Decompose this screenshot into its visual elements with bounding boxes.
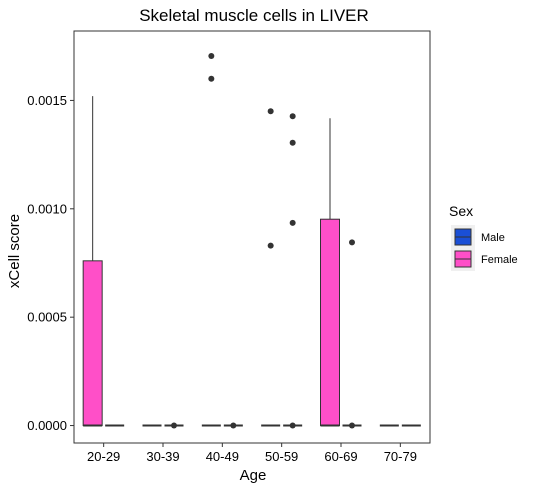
outlier-point-male-50-59	[267, 108, 274, 115]
x-tick-label: 60-69	[324, 449, 357, 464]
outlier-point-female-50-59	[289, 422, 296, 429]
x-tick-label: 70-79	[384, 449, 417, 464]
outlier-point-male-40-49	[208, 52, 215, 59]
y-axis-title: xCell score	[6, 214, 23, 288]
outlier-point-female-50-59	[289, 139, 296, 146]
y-tick-label: 0.0005	[27, 310, 67, 325]
y-tick-label: 0.0015	[27, 93, 67, 108]
x-tick-label: 20-29	[87, 449, 120, 464]
x-axis: 20-29 30-39 40-49 50-59 60-69 70-79	[87, 443, 417, 464]
legend-label-female: Female	[481, 254, 518, 266]
outlier-point-female-50-59	[289, 219, 296, 226]
box-male-60-69	[320, 218, 340, 427]
x-tick-label: 40-49	[206, 449, 239, 464]
y-tick-label: 0.0010	[27, 201, 67, 216]
legend-title: Sex	[449, 203, 473, 219]
outlier-point-female-30-39	[171, 422, 177, 429]
outlier-point-male-50-59	[267, 242, 274, 249]
box-marks	[82, 52, 421, 429]
y-tick-label: 0.0000	[27, 418, 67, 433]
x-tick-label: 50-59	[265, 449, 298, 464]
outlier-point-female-50-59	[289, 113, 296, 120]
x-tick-label: 30-39	[146, 449, 179, 464]
legend-label-male: Male	[481, 232, 505, 244]
y-axis: 0.0000 0.0005 0.0010 0.0015	[27, 93, 74, 433]
box-male-20-29	[82, 260, 103, 427]
plot-panel	[73, 30, 431, 444]
outlier-point-male-40-49	[208, 75, 215, 82]
outlier-point-female-40-49	[230, 422, 237, 429]
chart-title: Skeletal muscle cells in LIVER	[139, 6, 369, 25]
outlier-point-female-60-69	[349, 239, 355, 246]
x-axis-title: Age	[240, 467, 267, 484]
legend: Sex Male Female	[449, 203, 518, 271]
outlier-point-female-60-69	[349, 422, 355, 429]
